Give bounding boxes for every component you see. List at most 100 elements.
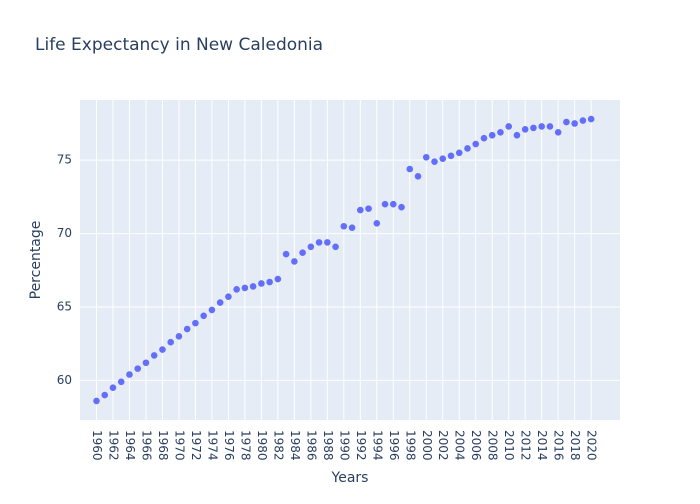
x-tick-label: 1984 <box>288 430 302 461</box>
x-tick-label: 1986 <box>304 430 318 461</box>
x-tick-label: 1966 <box>139 430 153 461</box>
x-tick-label: 1996 <box>387 430 401 461</box>
data-point[interactable] <box>414 173 422 180</box>
data-point[interactable] <box>208 306 216 314</box>
x-tick-label: 2002 <box>436 430 450 461</box>
data-point[interactable] <box>505 123 513 130</box>
x-tick-label: 2004 <box>453 430 467 461</box>
data-point[interactable] <box>587 115 595 123</box>
x-tick-label: 1988 <box>321 430 335 461</box>
x-tick-label: 1964 <box>123 430 137 461</box>
x-tick-labels: 1960 1962 1964 1966 1968 1970 1972 1974 1976 1978… <box>90 430 599 461</box>
data-point[interactable] <box>389 200 397 208</box>
data-point[interactable] <box>439 155 447 163</box>
plot-background <box>80 100 620 420</box>
data-point[interactable] <box>167 338 174 346</box>
data-point[interactable] <box>225 293 232 300</box>
data-point[interactable] <box>348 224 356 232</box>
data-point[interactable] <box>497 128 504 136</box>
data-point[interactable] <box>340 222 348 230</box>
data-point[interactable] <box>480 134 488 142</box>
data-point[interactable] <box>159 346 166 353</box>
x-tick-label: 1998 <box>403 430 417 461</box>
data-point[interactable] <box>422 153 430 161</box>
data-point[interactable] <box>183 325 191 333</box>
data-point[interactable] <box>266 278 273 286</box>
y-tick-label: 60 <box>57 373 72 387</box>
data-point[interactable] <box>455 149 463 157</box>
data-point[interactable] <box>126 371 133 378</box>
x-tick-label: 1980 <box>255 430 269 461</box>
x-tick-label: 2014 <box>535 430 549 461</box>
x-tick-label: 1976 <box>222 430 236 461</box>
x-tick-label: 1992 <box>354 430 368 461</box>
data-point[interactable] <box>571 120 578 127</box>
x-tick-label: 1978 <box>238 430 252 461</box>
x-tick-label: 1974 <box>205 430 219 461</box>
data-point[interactable] <box>365 205 372 212</box>
data-point[interactable] <box>307 243 315 251</box>
data-point[interactable] <box>464 145 471 152</box>
x-tick-label: 2016 <box>552 430 566 461</box>
data-point[interactable] <box>398 203 405 211</box>
y-tick-label: 65 <box>57 299 72 313</box>
data-point[interactable] <box>274 275 282 283</box>
x-tick-label: 2000 <box>420 430 434 461</box>
data-point[interactable] <box>447 152 455 160</box>
data-point[interactable] <box>521 126 529 133</box>
x-tick-label: 1982 <box>271 430 285 461</box>
data-point[interactable] <box>93 397 100 405</box>
data-point[interactable] <box>249 283 257 290</box>
data-point[interactable] <box>192 319 199 327</box>
data-point[interactable] <box>258 280 265 287</box>
data-point[interactable] <box>381 200 389 208</box>
x-axis-label: Years <box>331 470 369 486</box>
data-point[interactable] <box>579 117 587 124</box>
data-point[interactable] <box>233 286 240 293</box>
x-tick-label: 2008 <box>486 430 500 461</box>
data-point[interactable] <box>109 384 117 392</box>
data-point[interactable] <box>324 239 331 246</box>
data-point[interactable] <box>134 365 142 372</box>
x-tick-label: 2012 <box>519 430 533 461</box>
data-point[interactable] <box>291 258 298 265</box>
x-tick-label: 2010 <box>502 430 516 461</box>
y-tick-label: 70 <box>57 226 72 240</box>
data-point[interactable] <box>431 158 438 165</box>
data-point[interactable] <box>332 243 339 251</box>
data-point[interactable] <box>513 131 521 139</box>
y-axis-label: Percentage <box>28 221 44 300</box>
x-tick-label: 1972 <box>189 430 203 461</box>
data-point[interactable] <box>241 284 249 292</box>
data-point[interactable] <box>488 131 496 139</box>
data-point[interactable] <box>101 391 109 399</box>
data-point[interactable] <box>216 299 224 306</box>
data-point[interactable] <box>299 249 306 256</box>
y-tick-labels: 60 65 70 75 <box>57 153 72 387</box>
data-point[interactable] <box>472 140 480 148</box>
data-point[interactable] <box>373 220 381 227</box>
data-point[interactable] <box>150 352 158 359</box>
data-point[interactable] <box>554 128 562 136</box>
data-point[interactable] <box>538 123 545 130</box>
x-tick-label: 2006 <box>469 430 483 461</box>
data-point[interactable] <box>117 378 125 386</box>
data-point[interactable] <box>282 250 290 258</box>
x-tick-label: 2018 <box>568 430 582 461</box>
x-tick-label: 1970 <box>172 430 186 461</box>
y-tick-label: 75 <box>57 153 72 167</box>
x-tick-label: 1968 <box>156 430 170 461</box>
data-points <box>93 115 595 405</box>
x-tick-label: 1960 <box>90 430 104 461</box>
data-point[interactable] <box>315 239 323 246</box>
data-point[interactable] <box>357 206 364 214</box>
data-point[interactable] <box>546 123 554 130</box>
data-point[interactable] <box>200 312 207 320</box>
data-point[interactable] <box>142 359 150 367</box>
data-point[interactable] <box>406 165 414 173</box>
data-point[interactable] <box>563 118 570 126</box>
data-point[interactable] <box>175 333 183 340</box>
data-point[interactable] <box>530 124 537 132</box>
